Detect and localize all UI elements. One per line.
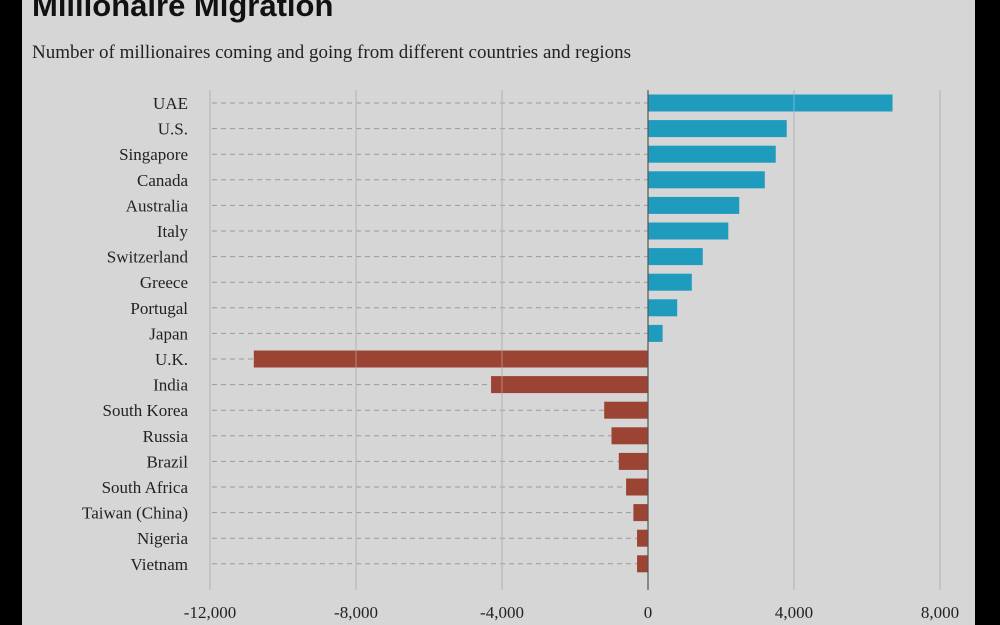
bar [648,299,678,317]
bar [648,120,787,138]
bar [491,376,648,394]
bar [648,324,663,342]
category-label: Australia [126,196,189,215]
category-label: Brazil [146,452,188,471]
category-label: Greece [140,273,188,292]
category-label: South Korea [103,401,189,420]
category-label: Switzerland [107,248,189,267]
bar [604,401,648,419]
chart-subtitle: Number of millionaires coming and going … [32,42,632,63]
bar [637,529,648,547]
bar [637,555,648,573]
category-label: U.K. [155,350,188,369]
category-label: Taiwan (China) [82,504,188,523]
chart-panel: Millionaire Migration Number of milliona… [22,0,975,625]
category-label: UAE [153,94,188,113]
bar [618,452,648,470]
bar [626,478,648,496]
bar [648,145,776,163]
category-label: Nigeria [137,529,188,548]
bar [611,427,648,445]
category-label: India [153,376,188,395]
bar [648,248,703,266]
x-tick-label: 8,000 [921,603,959,622]
chart-title: Millionaire Migration [32,0,334,23]
bar [648,171,765,189]
bar [648,196,740,214]
category-label: U.S. [158,120,188,139]
category-label: Portugal [130,299,188,318]
x-tick-label: -12,000 [184,603,236,622]
x-tick-label: 0 [644,603,653,622]
bar [648,222,729,240]
x-tick-label: 4,000 [775,603,813,622]
bar [648,94,893,112]
category-label: South Africa [102,478,189,497]
bar-chart: -12,000 -8,000 -4,000 0 4,000 8,000 UAE U.S. Sin… [82,90,959,622]
bar [633,504,648,522]
category-label: Russia [143,427,189,446]
x-tick-label: -4,000 [480,603,524,622]
category-label: Italy [157,222,189,241]
category-label: Canada [137,171,188,190]
x-tick-label: -8,000 [334,603,378,622]
category-label: Vietnam [130,555,188,574]
bar [648,273,692,291]
bar [253,350,649,368]
category-label: Singapore [119,145,188,164]
category-label: Japan [149,324,188,343]
